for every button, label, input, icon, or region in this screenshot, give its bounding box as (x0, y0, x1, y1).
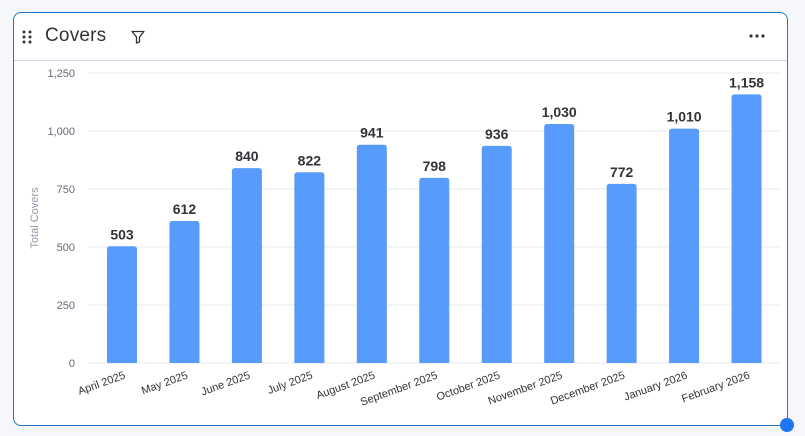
y-tick-label: 250 (57, 300, 75, 312)
bar (481, 145, 512, 363)
y-tick-label: 1,250 (47, 68, 75, 80)
x-tick-label: January 2026 (622, 370, 689, 404)
filter-icon[interactable] (130, 29, 146, 45)
bar (294, 172, 325, 363)
data-label: 1,010 (667, 109, 702, 125)
y-tick-label: 500 (57, 242, 75, 254)
data-label: 612 (173, 201, 197, 217)
resize-handle[interactable] (780, 418, 794, 432)
bar (606, 183, 637, 363)
bar (231, 168, 262, 363)
bar (107, 246, 137, 363)
y-tick-label: 0 (69, 358, 75, 370)
data-label: 936 (485, 126, 509, 142)
bar (669, 128, 700, 363)
bar (419, 177, 450, 363)
y-tick-label: 1,000 (47, 126, 75, 138)
y-tick-label: 750 (57, 184, 75, 196)
covers-widget: Covers (13, 12, 788, 426)
widget-header: Covers (14, 13, 787, 61)
bar (169, 221, 200, 363)
x-tick-label: May 2025 (140, 370, 190, 398)
more-options-icon[interactable] (747, 28, 767, 44)
x-tick-label: July 2025 (266, 370, 314, 397)
data-label: 1,030 (542, 104, 577, 120)
bar (731, 94, 762, 364)
data-label: 503 (110, 226, 134, 242)
data-label: 772 (610, 164, 634, 180)
bar (544, 124, 575, 363)
drag-handle-icon[interactable] (22, 30, 32, 44)
data-label: 822 (298, 152, 322, 168)
y-axis-label: Total Covers (29, 187, 41, 249)
data-label: 1,158 (729, 74, 764, 90)
bar (356, 144, 387, 363)
x-tick-label: April 2025 (76, 370, 127, 398)
x-tick-label: February 2026 (680, 370, 751, 406)
x-tick-label: June 2025 (200, 370, 252, 399)
data-label: 840 (235, 148, 259, 164)
data-label: 941 (360, 125, 384, 141)
widget-title: Covers (45, 25, 107, 46)
data-label: 798 (423, 158, 447, 174)
